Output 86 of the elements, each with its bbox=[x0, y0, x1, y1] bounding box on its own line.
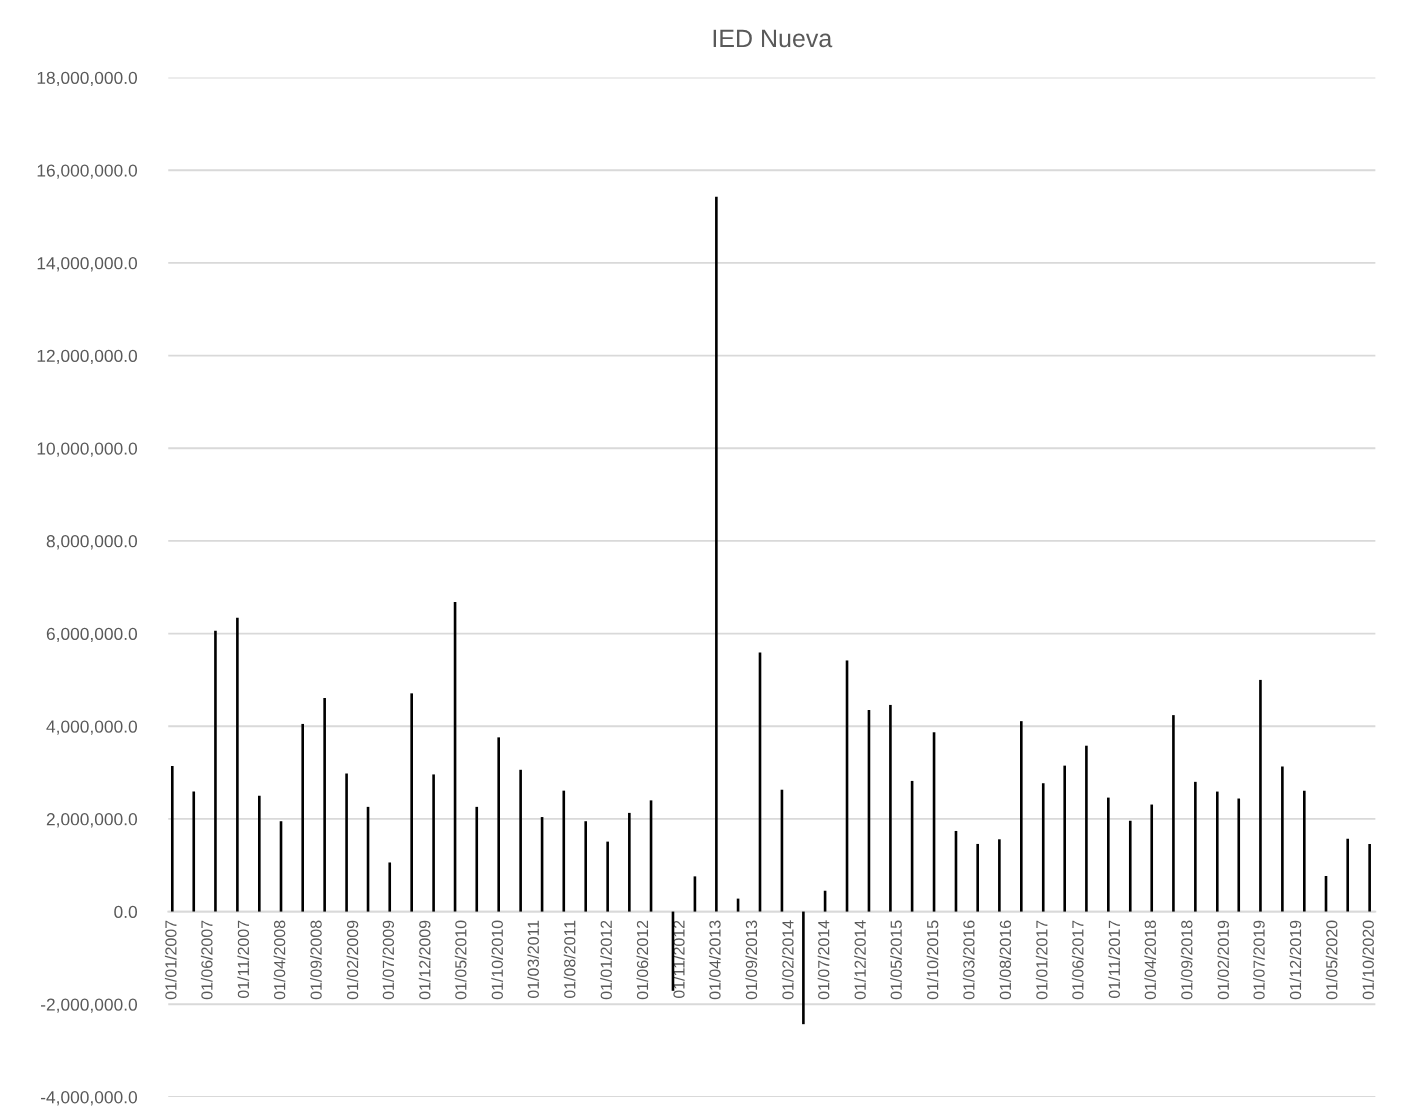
x-tick-label: 01/10/2015 bbox=[926, 920, 939, 1000]
y-tick-label: -2,000,000.0 bbox=[40, 998, 138, 1013]
y-tick-label: 4,000,000.0 bbox=[46, 720, 138, 735]
y-tick-label: 10,000,000.0 bbox=[37, 442, 138, 457]
bar bbox=[998, 839, 1001, 912]
bar bbox=[301, 723, 305, 912]
x-tick-label: 01/05/2020 bbox=[1325, 920, 1338, 1000]
x-tick-label: 01/05/2015 bbox=[890, 920, 902, 1000]
x-tick-label: 01/05/2010 bbox=[454, 920, 467, 1000]
x-tick-label: 01/02/2009 bbox=[346, 920, 359, 1000]
x-tick-label: 01/04/2013 bbox=[708, 920, 721, 1000]
x-tick-label: 01/11/2017 bbox=[1108, 920, 1121, 999]
bar bbox=[1237, 798, 1241, 912]
bar bbox=[1128, 820, 1132, 912]
bar bbox=[388, 862, 392, 912]
bar bbox=[323, 697, 326, 912]
x-tick-label: 01/09/2008 bbox=[310, 920, 322, 1000]
bar bbox=[715, 196, 718, 912]
bar bbox=[236, 617, 239, 912]
bar bbox=[628, 812, 631, 912]
x-tick-label: 01/12/2009 bbox=[418, 920, 431, 1000]
bar bbox=[1150, 804, 1154, 912]
bar bbox=[432, 774, 435, 912]
x-tick-label: 01/09/2013 bbox=[745, 920, 758, 1000]
bar bbox=[345, 773, 348, 912]
x-tick-label: 01/02/2019 bbox=[1217, 920, 1229, 1000]
bar bbox=[258, 795, 261, 912]
bar bbox=[606, 841, 609, 912]
bar bbox=[1259, 679, 1262, 912]
bar bbox=[1368, 843, 1371, 912]
x-tick-label: 01/04/2008 bbox=[273, 920, 286, 1000]
y-tick-label: 2,000,000.0 bbox=[46, 813, 138, 828]
x-tick-label: 01/11/2012 bbox=[672, 920, 685, 999]
x-tick-label: 01/01/2007 bbox=[164, 920, 177, 1000]
x-tick-label: 01/10/2020 bbox=[1362, 920, 1374, 1000]
x-tick-label: 01/01/2017 bbox=[1035, 920, 1048, 1000]
x-tick-label: 01/03/2016 bbox=[962, 920, 975, 1000]
x-tick-label: 01/02/2014 bbox=[781, 920, 794, 1000]
y-tick-label: 0.0 bbox=[114, 905, 138, 919]
y-tick-label: 6,000,000.0 bbox=[46, 627, 138, 643]
y-tick-label: -4,000,000.0 bbox=[40, 1091, 138, 1106]
y-tick-label: 12,000,000.0 bbox=[37, 349, 138, 365]
bar bbox=[519, 769, 522, 912]
x-tick-label: 01/11/2007 bbox=[237, 920, 250, 999]
bar bbox=[1346, 838, 1350, 912]
x-tick-label: 01/08/2011 bbox=[563, 920, 576, 999]
x-tick-label: 01/07/2019 bbox=[1253, 920, 1265, 1000]
x-tick-label: 01/01/2012 bbox=[600, 920, 612, 1000]
chart-title: IED Nueva bbox=[713, 29, 833, 48]
x-tick-label: 01/07/2014 bbox=[817, 920, 830, 1000]
bar bbox=[1281, 766, 1284, 912]
x-tick-label: 01/06/2017 bbox=[1071, 920, 1084, 1000]
bar bbox=[1194, 781, 1197, 912]
bar bbox=[410, 693, 413, 912]
x-tick-label: 01/09/2018 bbox=[1180, 920, 1193, 1000]
bar bbox=[1172, 715, 1175, 912]
bar bbox=[1215, 791, 1219, 912]
y-tick-label: 16,000,000.0 bbox=[37, 164, 138, 179]
x-tick-label: 01/12/2019 bbox=[1289, 920, 1302, 1000]
bar bbox=[1041, 783, 1045, 912]
bar bbox=[584, 821, 588, 912]
bar bbox=[802, 911, 805, 1025]
x-tick-label: 01/10/2010 bbox=[491, 920, 503, 1000]
bar bbox=[976, 843, 979, 912]
x-tick-label: 01/08/2016 bbox=[999, 920, 1012, 1000]
bar bbox=[214, 630, 217, 912]
bar bbox=[497, 737, 500, 912]
bar bbox=[889, 704, 892, 912]
bar bbox=[1107, 797, 1110, 912]
bar bbox=[1085, 745, 1088, 912]
y-tick-label: 14,000,000.0 bbox=[37, 257, 138, 272]
x-tick-label: 01/06/2012 bbox=[636, 920, 649, 1000]
bar bbox=[562, 790, 566, 912]
x-tick-label: 01/04/2018 bbox=[1144, 920, 1157, 1000]
bar bbox=[1020, 721, 1023, 912]
bar bbox=[192, 791, 196, 912]
x-tick-label: 01/07/2009 bbox=[382, 920, 395, 1000]
x-tick-label: 01/06/2007 bbox=[200, 920, 213, 1000]
y-tick-label: 18,000,000.0 bbox=[37, 71, 138, 87]
x-tick-label: 01/12/2014 bbox=[854, 920, 866, 1000]
y-tick-label: 8,000,000.0 bbox=[46, 535, 138, 550]
bar bbox=[170, 766, 174, 912]
bar bbox=[1303, 790, 1306, 912]
x-tick-label: 01/03/2011 bbox=[527, 920, 539, 999]
bar bbox=[475, 806, 479, 912]
bar bbox=[1063, 765, 1067, 912]
